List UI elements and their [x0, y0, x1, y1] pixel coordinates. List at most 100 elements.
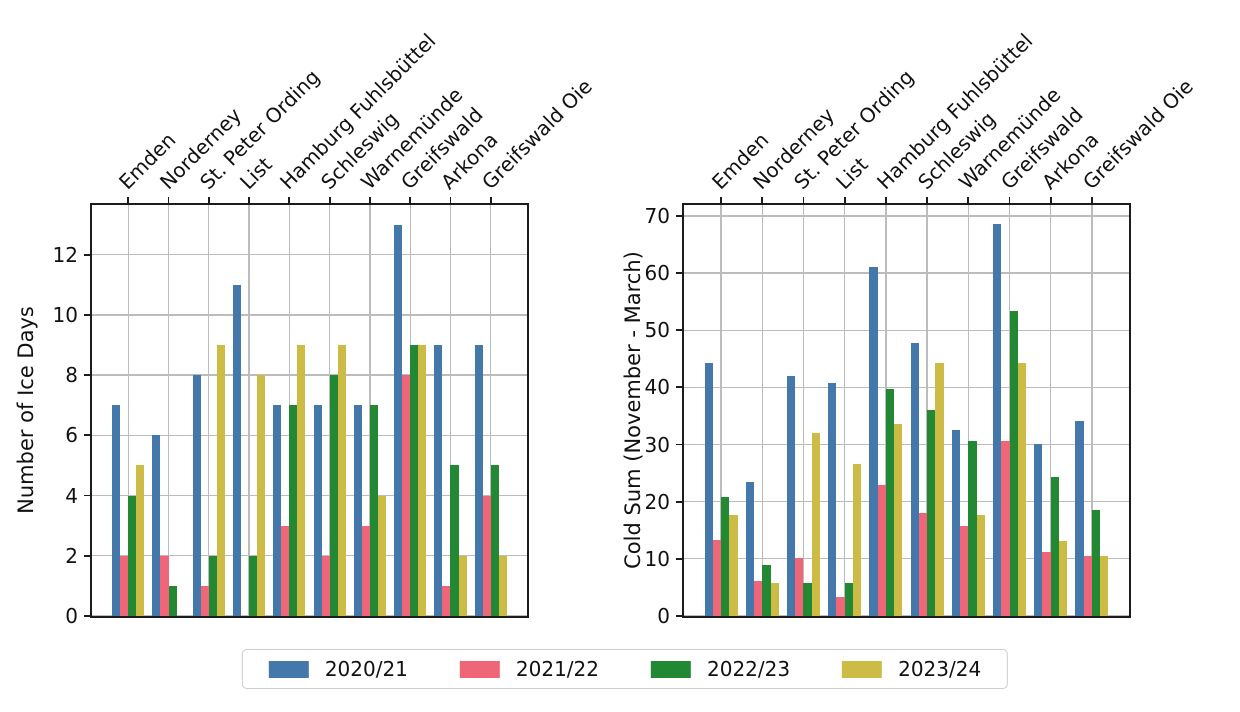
- bar-2023-24: [852, 463, 862, 616]
- bar-2020-21: [434, 345, 443, 616]
- x-top-tick: [843, 197, 846, 205]
- x-top-tick: [207, 197, 210, 205]
- bar-2023-24: [377, 495, 387, 616]
- h-gridline: [684, 386, 1129, 388]
- bar-2021-22: [877, 485, 886, 616]
- station-label: Greifswald Oie: [476, 74, 597, 194]
- bar-2020-21: [910, 343, 919, 616]
- bar-2021-22: [1001, 440, 1010, 616]
- legend-label: 2021/22: [515, 657, 599, 681]
- bar-2022-23: [885, 389, 895, 616]
- v-gridline: [127, 205, 129, 616]
- bar-2021-22: [712, 539, 722, 616]
- v-gridline: [844, 205, 846, 616]
- bar-2020-21: [869, 267, 878, 616]
- v-gridline: [926, 205, 928, 616]
- y-tick-label: 4: [65, 483, 78, 508]
- x-top-tick: [884, 197, 887, 205]
- y-tick: [676, 443, 684, 446]
- y-tick: [84, 615, 92, 617]
- v-gridline: [208, 205, 210, 616]
- h-gridline: [684, 615, 1129, 617]
- v-gridline: [802, 205, 805, 616]
- y-tick-label: 6: [65, 423, 78, 448]
- legend-label: 2023/24: [898, 657, 982, 681]
- bar-2023-24: [498, 555, 507, 616]
- bar-2021-22: [1042, 551, 1051, 616]
- bar-2021-22: [482, 495, 491, 616]
- v-gridline: [1050, 205, 1052, 616]
- y-tick: [84, 314, 92, 316]
- v-gridline: [720, 205, 722, 616]
- y-tick: [676, 557, 684, 560]
- bar-2023-24: [418, 345, 427, 616]
- bar-2022-23: [329, 375, 338, 616]
- v-gridline: [490, 205, 492, 616]
- x-top-tick: [328, 197, 331, 205]
- bar-2020-21: [1075, 420, 1084, 616]
- x-top-tick: [1049, 197, 1052, 205]
- h-gridline: [684, 443, 1129, 446]
- bar-2021-22: [361, 525, 370, 616]
- bar-2022-23: [803, 583, 812, 616]
- y-tick: [676, 214, 684, 217]
- x-top-tick: [288, 197, 291, 205]
- bar-2020-21: [474, 345, 483, 616]
- y-tick: [84, 374, 92, 377]
- y-tick-label: 60: [644, 261, 670, 286]
- y-tick-label: 0: [65, 604, 78, 628]
- y-tick-label: 70: [644, 203, 670, 228]
- x-top-tick: [489, 197, 492, 205]
- v-gridline: [167, 205, 170, 616]
- y-tick-label: 2: [65, 543, 78, 568]
- bar-2023-24: [136, 465, 145, 616]
- x-top-tick: [369, 197, 371, 205]
- bar-2020-21: [152, 435, 161, 616]
- y-axis-label-cold-sum: Cold Sum (November - March): [621, 251, 645, 569]
- bar-2023-24: [458, 555, 467, 616]
- bar-2021-22: [754, 581, 763, 616]
- legend-item-2021-22: 2021/22: [459, 657, 599, 681]
- bar-2021-22: [836, 596, 845, 616]
- bar-2023-24: [935, 362, 944, 616]
- bar-2020-21: [993, 224, 1002, 616]
- bar-2020-21: [745, 482, 755, 616]
- bar-2021-22: [281, 525, 290, 616]
- x-top-tick: [720, 197, 722, 205]
- v-gridline: [885, 205, 887, 616]
- y-tick: [84, 494, 92, 497]
- bar-2020-21: [112, 405, 121, 616]
- bar-2023-24: [1058, 541, 1068, 616]
- bar-2021-22: [795, 557, 804, 616]
- y-tick-label: 30: [644, 432, 670, 457]
- bar-2023-24: [1017, 362, 1026, 616]
- h-gridline: [684, 329, 1129, 331]
- y-tick-label: 10: [644, 546, 670, 571]
- bar-2021-22: [960, 525, 969, 616]
- v-gridline: [761, 205, 763, 616]
- legend-item-2023-24: 2023/24: [842, 657, 981, 681]
- bar-2023-24: [811, 432, 820, 616]
- bar-2020-21: [232, 284, 242, 616]
- y-tick-label: 8: [65, 363, 78, 388]
- v-gridline: [248, 205, 250, 616]
- bar-2022-23: [968, 440, 977, 616]
- x-top-tick: [127, 197, 130, 205]
- bar-2022-23: [208, 555, 217, 616]
- h-gridline: [684, 215, 1129, 217]
- h-gridline: [92, 615, 527, 617]
- y-tick: [84, 434, 92, 437]
- bar-2021-22: [321, 555, 330, 616]
- x-top-tick: [449, 197, 452, 205]
- bar-2020-21: [394, 224, 403, 616]
- bar-2023-24: [1100, 555, 1109, 616]
- x-top-tick: [761, 197, 764, 205]
- y-tick: [84, 253, 92, 256]
- bar-2021-22: [120, 555, 129, 616]
- v-gridline: [409, 205, 411, 616]
- bar-2021-22: [1083, 555, 1092, 616]
- bar-2020-21: [273, 405, 282, 616]
- bar-2023-24: [337, 345, 346, 616]
- bar-2022-23: [369, 405, 378, 616]
